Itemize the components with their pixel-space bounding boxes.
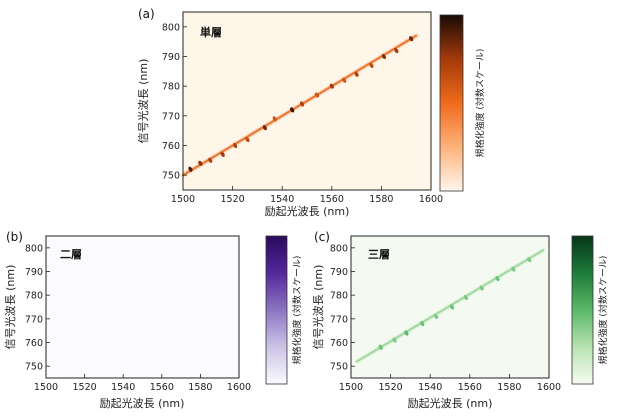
panel-b-colorbar	[265, 235, 288, 385]
panel-b-x-tick-label: 1520	[73, 382, 97, 393]
panel-a-spot	[232, 142, 238, 149]
panel-a-y-tick-label: 800	[162, 22, 180, 33]
panel-a-spot	[188, 166, 193, 172]
panel-c-spot	[378, 344, 383, 350]
panel-b-ylabel: 信号光波長 (nm)	[3, 265, 17, 350]
panel-c-spot	[434, 313, 439, 320]
panel-a-spot	[262, 125, 267, 131]
panel-a-spot	[290, 107, 295, 113]
panel-a-x-tick-label: 1500	[171, 194, 195, 205]
panel-a-spot	[245, 136, 250, 143]
panel-c-x-ticks: 1500 1520 1540 1560 1580 1600	[339, 374, 561, 393]
panel-c-spot	[420, 320, 425, 327]
panel-c-xlabel: 励起光波長 (nm)	[408, 396, 493, 410]
panel-b-x-ticks: 1500 1520 1540 1560 1580 1600	[34, 374, 251, 393]
panel-b-y-tick-label: 760	[25, 338, 43, 349]
panel-c-y-tick-label: 750	[330, 362, 348, 373]
panel-b-x-tick-label: 1580	[188, 382, 212, 393]
panel-a-colorbar-label: 規格化強度 (対数スケール)	[474, 49, 486, 158]
panel-a-x-tick-label: 1540	[270, 194, 294, 205]
panel-a-spot	[329, 83, 334, 89]
panel-c-colorbar-label: 規格化強度 (対数スケール)	[597, 256, 609, 365]
panel-a-label: (a)	[138, 7, 155, 21]
panel-c-frame	[350, 235, 550, 379]
panel-b-x-tick-label: 1600	[227, 382, 251, 393]
panel-a-spot	[208, 157, 213, 163]
panel-a-spot	[198, 160, 203, 166]
panel-a-spot	[354, 71, 359, 77]
panel-a-x-tick-label: 1580	[369, 194, 393, 205]
panel-b-y-tick-label: 790	[25, 267, 43, 278]
panel-a: (a) 1500 1520 1540 1560 1580 1600 750 760 770 78…	[136, 7, 486, 218]
panel-b-y-tick-label: 750	[25, 362, 43, 373]
panel-a-spot	[220, 151, 225, 157]
panel-a-inset-label: 単層	[200, 25, 222, 39]
panel-a-x-tick-label: 1600	[419, 194, 443, 205]
panel-a-y-tick-label: 770	[162, 111, 180, 122]
panel-b-label: (b)	[6, 230, 23, 244]
panel-a-spot	[381, 53, 386, 60]
panel-a-spot	[394, 47, 399, 54]
panel-c-x-tick-label: 1500	[339, 382, 363, 393]
panel-a-ylabel: 信号光波長 (nm)	[136, 59, 150, 144]
panel-c-spot	[511, 266, 516, 272]
panel-c-y-tick-label: 770	[330, 314, 348, 325]
panel-c-spot	[392, 337, 397, 343]
panel-b-x-tick-label: 1540	[111, 382, 135, 393]
panel-b-x-tick-label: 1500	[34, 382, 58, 393]
panel-b-plot-area	[46, 236, 239, 378]
panel-c-spot	[479, 285, 484, 291]
panel-b-colorbar-label: 規格化強度 (対数スケール)	[291, 256, 303, 365]
panel-c-y-ticks: 750 760 770 780 790 800	[330, 243, 355, 373]
panel-c-ylabel: 信号光波長 (nm)	[311, 265, 325, 350]
panel-c-y-tick-label: 780	[330, 291, 348, 302]
panel-c-colorbar	[571, 235, 594, 385]
panel-c-x-tick-label: 1520	[379, 382, 403, 393]
panel-a-x-tick-label: 1520	[221, 194, 245, 205]
panel-c-spots	[378, 257, 532, 350]
panel-c-y-tick-label: 760	[330, 338, 348, 349]
panel-a-y-tick-label: 790	[162, 52, 180, 63]
panel-c-inset-label: 三層	[368, 248, 390, 261]
panel-a-spot	[409, 36, 414, 42]
panel-c-x-tick-label: 1600	[537, 382, 561, 393]
panel-a-x-ticks: 1500 1520 1540 1560 1580 1600	[171, 186, 443, 205]
panel-a-colorbar	[439, 14, 464, 192]
panel-c-y-tick-label: 790	[330, 267, 348, 278]
panel-a-spots	[188, 36, 414, 172]
panel-c-spot	[404, 330, 409, 336]
panel-c-spot	[527, 257, 532, 263]
panel-b-x-tick-label: 1560	[150, 382, 174, 393]
panel-c-x-tick-label: 1540	[418, 382, 442, 393]
panel-b-y-ticks: 750 760 770 780 790 800	[25, 243, 50, 373]
panel-a-xlabel: 励起光波長 (nm)	[265, 204, 350, 218]
panel-b-y-tick-label: 800	[25, 243, 43, 254]
panel-b: (b) 1500 1520 1540 1560 1580 1600 750 760 770 78…	[3, 230, 303, 410]
panel-b-xlabel: 励起光波長 (nm)	[100, 396, 185, 410]
panel-a-spot	[342, 77, 347, 83]
panel-a-spot	[314, 92, 320, 98]
panel-a-y-tick-label: 750	[162, 171, 180, 182]
panel-c-label: (c)	[314, 230, 330, 244]
panel-a-y-tick-label: 760	[162, 141, 180, 152]
panel-a-x-tick-label: 1560	[320, 194, 344, 205]
panel-c: (c) 1500 1520 1540 1560 1580 1600 750 760 770 78…	[311, 230, 609, 410]
panel-a-spot	[369, 62, 374, 68]
panel-b-y-tick-label: 770	[25, 314, 43, 325]
panel-b-inset-label: 二層	[60, 248, 82, 261]
panel-c-spot	[495, 276, 500, 282]
panel-a-spot	[299, 101, 305, 107]
panel-c-spot	[449, 304, 455, 310]
panel-c-x-tick-label: 1580	[497, 382, 521, 393]
panel-b-frame	[45, 235, 240, 379]
panel-c-x-tick-label: 1560	[458, 382, 482, 393]
panel-a-frame	[182, 11, 432, 191]
panel-b-y-tick-label: 780	[25, 291, 43, 302]
panel-a-y-tick-label: 780	[162, 82, 180, 93]
panel-c-y-tick-label: 800	[330, 243, 348, 254]
panel-a-spot	[272, 116, 277, 122]
panel-c-spot	[463, 294, 468, 301]
panel-a-y-ticks: 750 760 770 780 790 800	[162, 22, 187, 182]
